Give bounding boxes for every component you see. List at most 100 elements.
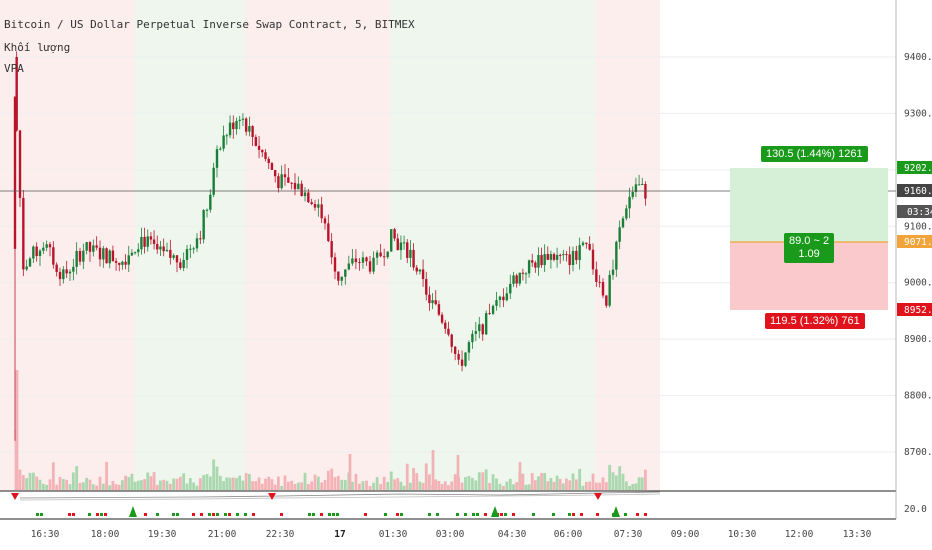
volume-bar (326, 470, 330, 490)
volume-bar (98, 476, 102, 490)
volume-bar (450, 481, 454, 490)
vpa-marker (236, 513, 239, 516)
vpa-marker (68, 513, 71, 516)
vpa-marker (400, 513, 403, 516)
vpa-marker (320, 513, 323, 516)
time-tick-label: 09:00 (671, 529, 700, 540)
volume-bar (276, 476, 280, 490)
vpa-marker (644, 513, 647, 516)
time-tick-label: 22:30 (266, 529, 295, 540)
candle (222, 125, 225, 152)
candle (521, 268, 525, 281)
candle (152, 230, 156, 250)
vpa-marker (172, 513, 175, 516)
time-tick-label: 19:30 (148, 529, 177, 540)
volume-bar (368, 485, 372, 490)
candle (437, 300, 441, 317)
candle (241, 113, 245, 126)
volume-bar (198, 478, 202, 490)
volume-bar (549, 478, 553, 490)
candle (543, 244, 546, 272)
candle (133, 251, 137, 255)
volume-bar (594, 482, 598, 490)
volume-bar (61, 479, 65, 490)
time-tick-label: 03:00 (436, 529, 465, 540)
volume-bar (375, 477, 379, 490)
candle (323, 215, 327, 230)
price-tick-label: 9000.0 (904, 278, 932, 289)
candle (179, 258, 182, 270)
vpa-marker (396, 513, 399, 516)
candle (293, 173, 297, 196)
volume-bar (530, 473, 534, 490)
vpa-marker (636, 513, 639, 516)
candle (641, 177, 644, 186)
volume-bar (421, 483, 425, 490)
candle (280, 165, 283, 190)
candle (502, 288, 505, 307)
vpa-marker (176, 513, 179, 516)
candle (102, 245, 105, 268)
candle (379, 244, 382, 258)
candle (471, 330, 474, 349)
candle (464, 351, 467, 368)
vpa-marker (88, 513, 91, 516)
time-tick-label: 21:00 (208, 529, 237, 540)
candle (421, 259, 425, 287)
vpa-marker (312, 513, 315, 516)
candle (162, 238, 165, 257)
candle (248, 116, 251, 137)
volume-bar (581, 485, 585, 490)
sub-pane-tick: 20.0 (904, 504, 927, 515)
candle (598, 275, 601, 288)
volume-bar (195, 485, 199, 490)
candle (28, 256, 32, 268)
volume-bar (290, 480, 294, 490)
candle (310, 198, 313, 206)
candle (140, 227, 143, 255)
candle (488, 303, 491, 315)
vpa-down-arrow (268, 493, 276, 500)
candle (192, 246, 195, 254)
volume-bar (640, 477, 644, 490)
time-axis[interactable]: 16:30 18:00 19:30 21:00 22:30 17 01:30 03:00 04:… (31, 529, 872, 540)
volume-bar (598, 482, 602, 490)
volume-bar (75, 465, 79, 490)
candle (209, 189, 212, 213)
candle (202, 209, 205, 244)
volume-bar (88, 479, 92, 490)
candle (244, 117, 248, 136)
volume-bar (343, 479, 347, 490)
volume-bar (127, 477, 131, 490)
vpa-marker (472, 513, 475, 516)
volume-bar (251, 481, 255, 490)
price-axis[interactable]: 9400.09300.09200.09100.09000.08900.08800… (904, 52, 932, 458)
candle (92, 239, 95, 257)
loss-badge[interactable]: 119.5 (1.32%) 761 (765, 313, 865, 329)
session-band (390, 0, 595, 491)
vpa-marker (216, 513, 219, 516)
volume-bar (136, 480, 140, 490)
volume-bar (212, 459, 216, 490)
candle (460, 350, 464, 372)
volume-bar (618, 466, 622, 490)
center-badge[interactable]: 89.0 ~ 2 1.09 (784, 233, 835, 263)
candle (540, 247, 543, 268)
profit-badge[interactable]: 130.5 (1.44%) 1261 (761, 146, 868, 162)
volume-bar (584, 481, 588, 490)
volume-bar (634, 483, 638, 490)
marker-entry: 9071.5 (897, 235, 932, 248)
candle (457, 349, 460, 365)
volume-bar (101, 483, 105, 490)
candle (615, 240, 618, 277)
candle (257, 135, 261, 159)
profit-zone[interactable] (730, 168, 888, 242)
candle (534, 260, 537, 273)
volume-bar (412, 468, 415, 490)
marker-target: 9202.0 (897, 161, 932, 174)
volume-bar (333, 477, 337, 490)
volume-bar (453, 474, 457, 490)
candle (225, 133, 229, 145)
volume-bar (379, 484, 383, 490)
